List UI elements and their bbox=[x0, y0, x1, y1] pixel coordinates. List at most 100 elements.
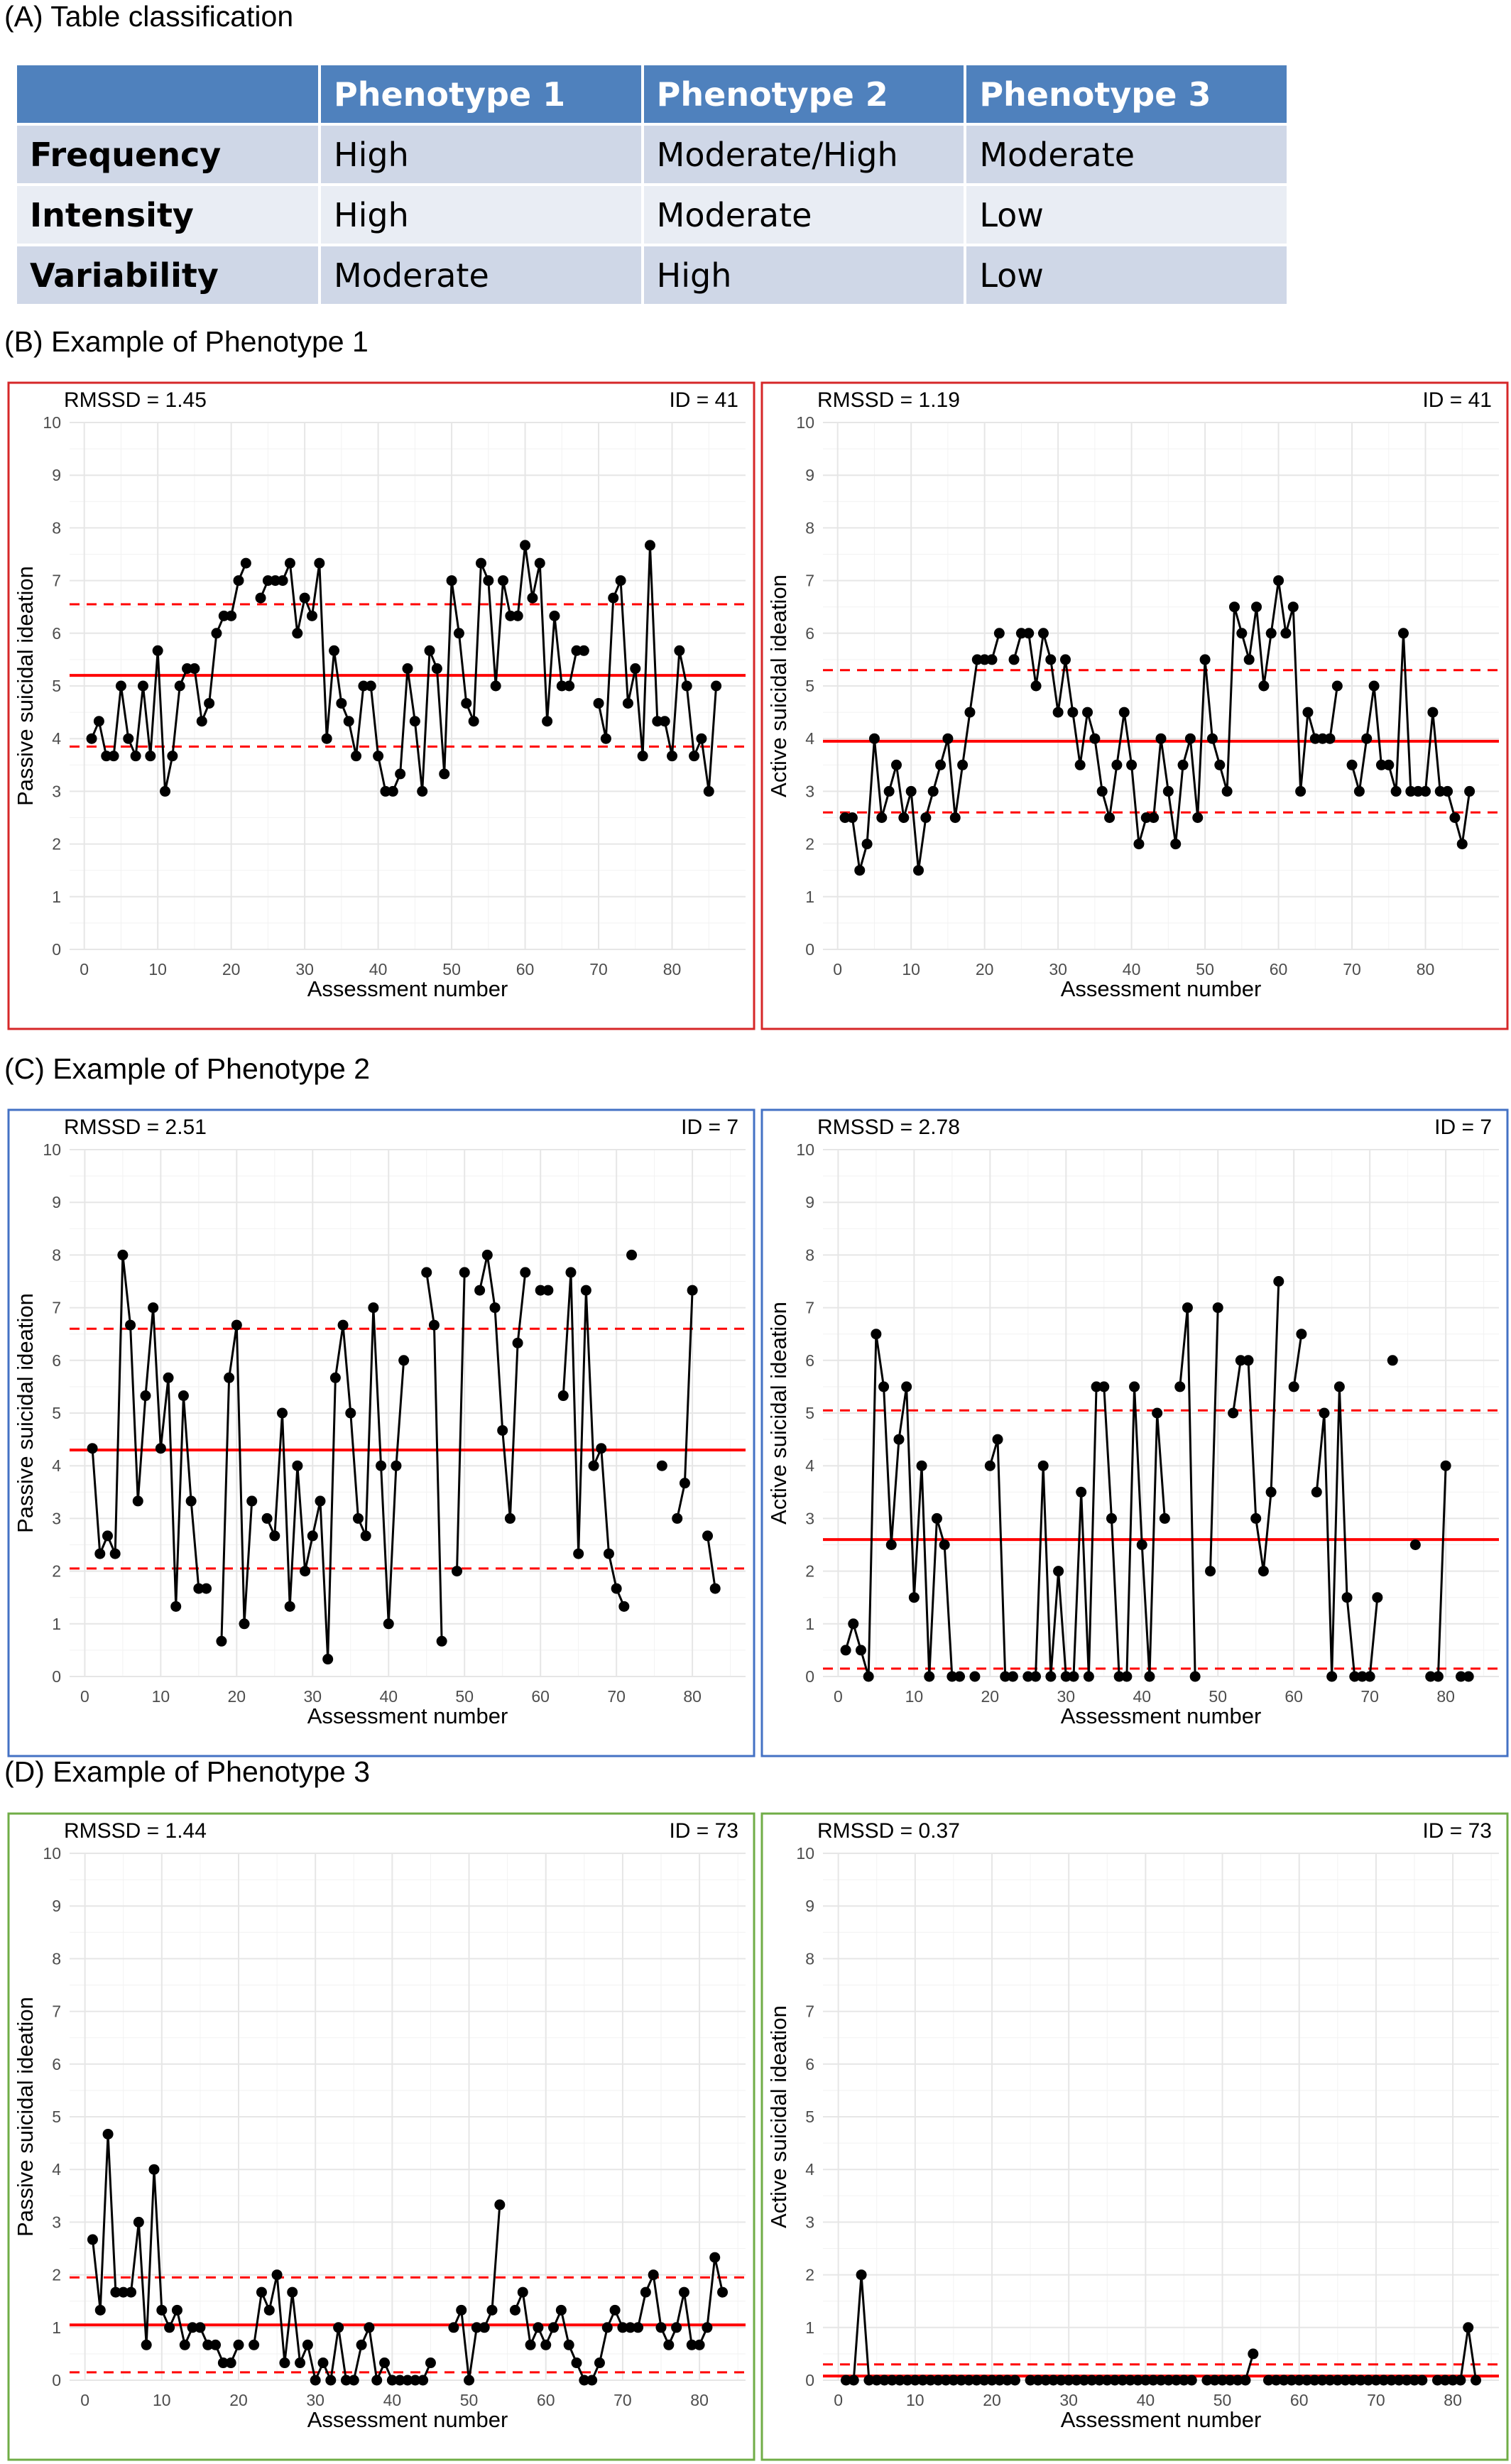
data-point bbox=[984, 1460, 995, 1471]
y-tick-label: 2 bbox=[52, 2266, 61, 2284]
data-point bbox=[1136, 1539, 1147, 1550]
data-point bbox=[317, 2357, 329, 2369]
data-point bbox=[1101, 2375, 1113, 2386]
data-point bbox=[368, 1302, 379, 1314]
data-point bbox=[615, 575, 626, 587]
data-point bbox=[1148, 812, 1160, 823]
y-tick-label: 9 bbox=[805, 466, 814, 484]
data-point bbox=[486, 2304, 498, 2316]
data-point bbox=[863, 1671, 874, 1682]
x-tick-label: 50 bbox=[455, 1687, 474, 1706]
data-point bbox=[1076, 1486, 1087, 1498]
y-tick-label: 5 bbox=[52, 677, 61, 695]
data-point bbox=[1228, 1407, 1239, 1419]
data-point bbox=[118, 2286, 129, 2298]
data-point bbox=[333, 2322, 344, 2333]
x-tick-label: 60 bbox=[1290, 2391, 1309, 2409]
x-tick-label: 30 bbox=[1049, 960, 1067, 978]
data-point bbox=[1409, 2375, 1420, 2386]
y-tick-label: 5 bbox=[52, 2108, 61, 2126]
data-point bbox=[608, 592, 619, 604]
data-point bbox=[479, 2322, 490, 2333]
panel-border bbox=[760, 1812, 1509, 2461]
x-tick-label: 0 bbox=[80, 1687, 89, 1706]
data-point bbox=[1270, 2375, 1282, 2386]
data-point bbox=[117, 1249, 129, 1260]
data-point bbox=[475, 557, 486, 569]
data-point bbox=[1177, 759, 1189, 770]
data-point bbox=[307, 1530, 318, 1542]
data-point bbox=[565, 1267, 577, 1278]
data-point bbox=[163, 1372, 174, 1383]
data-point bbox=[174, 680, 185, 692]
chart-svg: 0 1 2 3 4 5 6 7 8 9 10 0 10 20 30 40 50 60 70 80 Assessment … bbox=[7, 1812, 756, 2461]
data-point bbox=[431, 663, 442, 675]
data-point bbox=[1250, 1512, 1262, 1524]
data-point bbox=[1082, 707, 1093, 718]
data-point bbox=[1449, 812, 1461, 823]
data-point bbox=[1162, 785, 1174, 797]
data-point bbox=[1074, 759, 1086, 770]
x-tick-label: 10 bbox=[148, 960, 167, 978]
data-point bbox=[1104, 812, 1115, 823]
x-tick-label: 60 bbox=[531, 1687, 550, 1706]
data-point bbox=[483, 575, 494, 587]
y-tick-label: 7 bbox=[52, 572, 61, 590]
data-point bbox=[348, 2375, 359, 2386]
data-point bbox=[315, 1495, 326, 1507]
data-point bbox=[1007, 1671, 1018, 1682]
data-point bbox=[540, 2339, 552, 2350]
data-point bbox=[1186, 2375, 1197, 2386]
table-cell: Moderate bbox=[640, 183, 967, 246]
data-point bbox=[920, 812, 932, 823]
data-point bbox=[364, 2322, 375, 2333]
data-point bbox=[855, 1645, 866, 1656]
data-point bbox=[1356, 1671, 1368, 1682]
data-point bbox=[893, 1434, 905, 1445]
y-tick-label: 7 bbox=[805, 2002, 814, 2021]
y-tick-label: 6 bbox=[805, 1351, 814, 1370]
data-point bbox=[1030, 1671, 1042, 1682]
data-point bbox=[916, 1460, 927, 1471]
data-point bbox=[1240, 2375, 1251, 2386]
data-point bbox=[1340, 2375, 1351, 2386]
data-point bbox=[1324, 733, 1336, 744]
data-point bbox=[148, 1302, 159, 1314]
series-line bbox=[514, 2257, 724, 2382]
data-point bbox=[1258, 1566, 1269, 1577]
x-tick-label: 70 bbox=[589, 960, 608, 978]
data-point bbox=[908, 1592, 920, 1603]
data-point bbox=[505, 610, 516, 621]
data-point bbox=[694, 2339, 705, 2350]
data-point bbox=[535, 1285, 546, 1296]
series-line bbox=[1292, 1334, 1303, 1388]
data-point bbox=[556, 680, 567, 692]
data-point bbox=[1224, 2375, 1235, 2386]
data-point bbox=[1296, 1329, 1307, 1340]
panel-border bbox=[7, 1812, 756, 2461]
y-tick-label: 2 bbox=[805, 1562, 814, 1581]
y-tick-label: 0 bbox=[52, 940, 61, 959]
data-point bbox=[155, 1443, 166, 1454]
data-point bbox=[1372, 1592, 1383, 1603]
y-axis-label: Active suicidal ideation bbox=[766, 2005, 791, 2228]
data-point bbox=[993, 628, 1005, 639]
data-point bbox=[226, 610, 237, 621]
data-point bbox=[1364, 1671, 1375, 1682]
data-point bbox=[1121, 1671, 1133, 1682]
data-point bbox=[1045, 654, 1057, 665]
data-point bbox=[1265, 628, 1277, 639]
x-tick-label: 40 bbox=[1137, 2391, 1155, 2409]
x-tick-label: 10 bbox=[905, 1687, 924, 1706]
data-point bbox=[94, 1548, 106, 1559]
data-point bbox=[986, 654, 998, 665]
x-axis-label: Assessment number bbox=[307, 1703, 508, 1728]
data-point bbox=[1159, 1512, 1170, 1524]
data-point bbox=[588, 1460, 599, 1471]
data-point bbox=[302, 2339, 313, 2350]
data-point bbox=[1152, 1407, 1163, 1419]
rmssd-label: RMSSD = 2.78 bbox=[817, 1116, 960, 1139]
data-point bbox=[854, 865, 866, 876]
data-point bbox=[133, 2216, 144, 2228]
y-tick-label: 8 bbox=[52, 1245, 61, 1264]
